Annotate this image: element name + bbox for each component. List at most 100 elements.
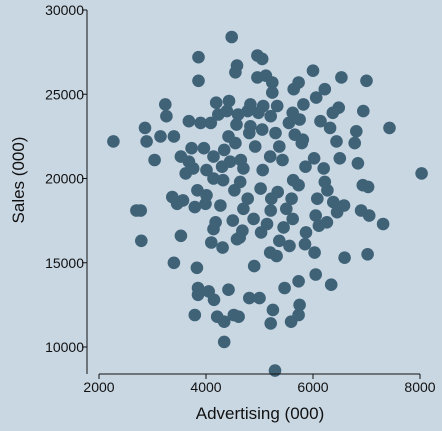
data-point — [263, 150, 277, 163]
data-point — [188, 308, 202, 322]
data-point — [276, 153, 289, 167]
data-point — [229, 66, 242, 79]
data-point — [241, 192, 254, 205]
data-point — [361, 180, 375, 194]
data-point — [269, 126, 282, 140]
data-point — [264, 109, 278, 123]
data-point — [317, 162, 331, 175]
data-point — [335, 71, 348, 84]
x-tick-label: 6000 — [297, 379, 328, 395]
data-point — [278, 281, 291, 295]
data-point — [298, 237, 312, 251]
data-point — [231, 108, 245, 121]
data-point — [207, 150, 220, 163]
data-point — [292, 178, 305, 192]
data-point — [348, 136, 362, 150]
data-point — [351, 157, 365, 170]
data-point — [194, 116, 207, 130]
data-point — [192, 74, 205, 88]
data-point — [265, 192, 278, 205]
data-point — [323, 121, 337, 135]
data-point — [247, 259, 261, 273]
data-point — [357, 104, 370, 118]
data-point — [190, 261, 204, 275]
data-point — [241, 104, 254, 118]
data-point — [252, 106, 265, 120]
data-point — [227, 308, 241, 322]
data-point — [226, 214, 240, 227]
data-point — [255, 52, 269, 66]
y-tick-label: 10000 — [45, 339, 84, 355]
data-point — [135, 234, 148, 248]
x-tick-label: 4000 — [190, 379, 221, 395]
data-point — [205, 236, 218, 249]
data-point — [330, 205, 344, 219]
data-point — [229, 136, 242, 150]
data-point — [216, 173, 230, 187]
data-point — [308, 246, 321, 259]
data-point — [230, 118, 243, 131]
data-point — [254, 226, 268, 239]
data-point — [188, 200, 202, 214]
data-point — [207, 172, 220, 185]
data-point — [309, 209, 323, 222]
data-point — [266, 86, 279, 99]
data-point — [148, 153, 161, 167]
data-point — [191, 288, 205, 302]
data-point — [309, 91, 323, 104]
data-point — [361, 248, 374, 261]
y-tick-label: 15000 — [45, 255, 84, 271]
data-point — [295, 136, 309, 150]
data-point — [174, 229, 188, 243]
data-point — [237, 202, 250, 216]
data-point — [415, 167, 428, 180]
data-point — [333, 152, 347, 165]
x-axis-ticks: 2000 4000 6000 8000 — [83, 374, 436, 395]
data-points — [107, 30, 428, 377]
data-point — [266, 303, 280, 317]
data-point — [217, 315, 231, 329]
data-point — [383, 121, 396, 135]
data-point — [338, 251, 351, 264]
data-point — [280, 202, 293, 216]
data-point — [255, 123, 269, 136]
y-tick-label: 20000 — [45, 171, 84, 187]
data-point — [253, 291, 266, 305]
data-point — [321, 184, 334, 197]
x-axis-title: Advertising (000) — [196, 404, 325, 423]
x-tick-label: 8000 — [404, 379, 435, 395]
data-point — [134, 204, 147, 217]
data-point — [243, 126, 256, 140]
data-point — [230, 232, 244, 246]
data-point — [264, 317, 278, 330]
data-point — [197, 141, 211, 155]
data-point — [311, 192, 324, 205]
data-point — [318, 82, 332, 96]
data-point — [160, 109, 173, 123]
data-point — [293, 113, 306, 126]
data-point — [292, 308, 305, 322]
data-point — [326, 106, 340, 120]
data-point — [159, 98, 172, 111]
data-point — [154, 130, 167, 143]
data-point — [199, 197, 212, 211]
data-point — [268, 364, 282, 377]
data-point — [330, 135, 343, 148]
data-point — [215, 160, 229, 173]
data-point — [167, 256, 181, 270]
data-point — [362, 209, 376, 222]
data-point — [282, 116, 296, 130]
data-point — [140, 135, 153, 148]
data-point — [350, 125, 363, 138]
data-point — [204, 116, 218, 130]
y-axis-ticks: 10000 15000 20000 25000 30000 — [45, 2, 87, 355]
data-point — [200, 163, 213, 177]
data-point — [314, 114, 327, 128]
data-point — [327, 195, 340, 209]
data-point — [247, 212, 260, 226]
data-point — [297, 98, 310, 111]
data-point — [237, 162, 250, 175]
data-point — [243, 291, 256, 305]
